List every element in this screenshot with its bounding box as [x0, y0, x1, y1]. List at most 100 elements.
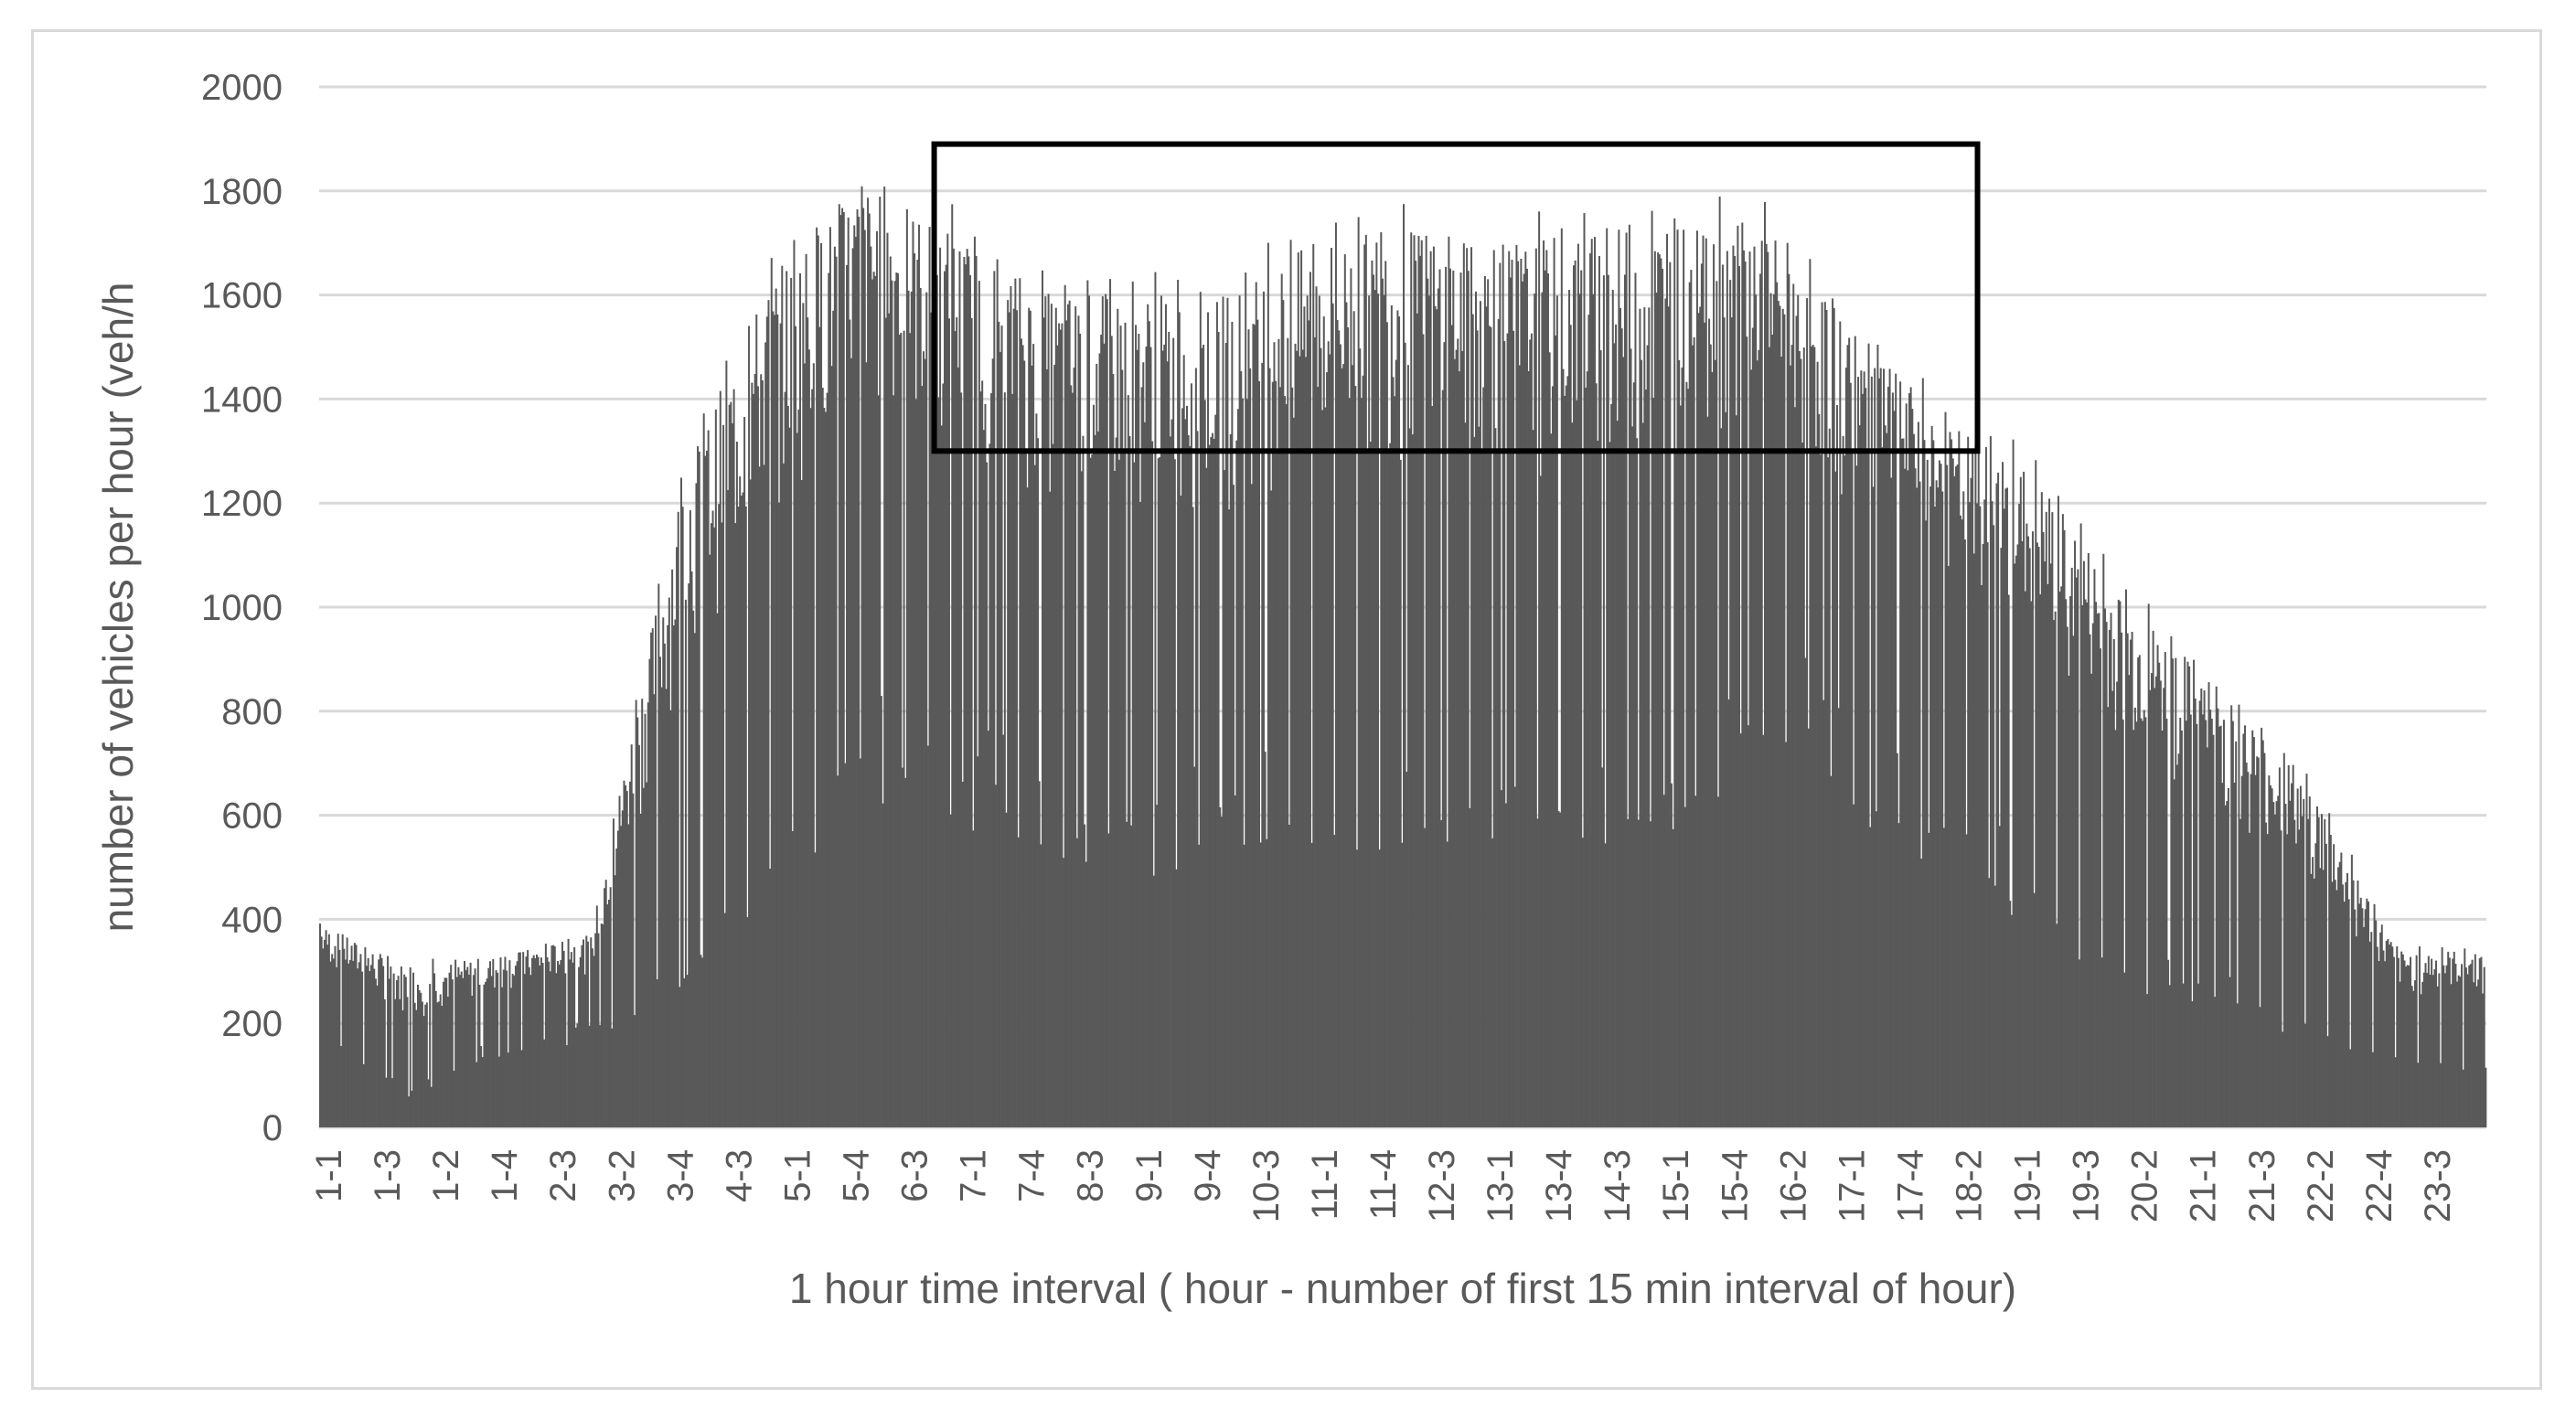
bar — [2116, 681, 2119, 1127]
bar — [564, 973, 567, 1127]
bar — [758, 466, 761, 1127]
bar — [549, 971, 551, 1127]
bar — [1545, 250, 1548, 1127]
x-tick-label: 1-3 — [368, 1149, 408, 1202]
bar — [1657, 252, 1660, 1127]
bar — [1602, 275, 1605, 1127]
bar — [627, 824, 630, 1127]
bar — [1160, 295, 1163, 1127]
bar — [779, 323, 782, 1127]
bar — [332, 958, 335, 1127]
bar — [1504, 803, 1507, 1127]
bar — [1725, 411, 1727, 1127]
bar — [2135, 721, 2138, 1127]
bar — [669, 710, 672, 1127]
bar — [1014, 278, 1017, 1127]
bar — [1797, 294, 1800, 1127]
bar — [425, 1002, 428, 1127]
bar — [880, 696, 882, 1127]
bar — [1559, 812, 1562, 1127]
x-tick-label: 2-3 — [543, 1149, 583, 1202]
bar — [1708, 318, 1711, 1127]
bar — [586, 941, 589, 1127]
bar — [1268, 368, 1271, 1127]
bar — [1478, 426, 1480, 1127]
bar — [1312, 243, 1315, 1127]
bar — [2206, 747, 2208, 1127]
bar — [957, 367, 959, 1127]
bar — [797, 409, 800, 1127]
bar — [1410, 232, 1413, 1127]
bar — [1982, 543, 1984, 1127]
bar — [2387, 939, 2389, 1127]
bar — [2079, 523, 2082, 1127]
bar — [2009, 901, 2012, 1127]
bar — [725, 360, 728, 1128]
bar — [1592, 294, 1595, 1127]
bar — [963, 256, 966, 1127]
bar — [935, 274, 938, 1127]
bar — [1115, 437, 1117, 1127]
bar — [2275, 801, 2278, 1127]
bar — [1172, 337, 1175, 1127]
bar — [719, 390, 721, 1128]
bar — [1399, 459, 1402, 1127]
bar — [1084, 824, 1086, 1127]
x-tick-label: 7-1 — [954, 1149, 994, 1202]
bar — [481, 1057, 484, 1127]
bar — [1809, 259, 1812, 1127]
bar — [599, 1025, 602, 1127]
bar — [2108, 629, 2111, 1127]
bar — [2457, 975, 2460, 1127]
bar — [1045, 368, 1048, 1127]
bar — [763, 464, 765, 1127]
bar — [1854, 336, 1856, 1127]
bar — [2418, 946, 2421, 1127]
bar — [1313, 336, 1316, 1127]
bar — [523, 974, 526, 1127]
bar — [2364, 909, 2367, 1127]
bar — [933, 302, 935, 1127]
bar — [432, 958, 434, 1127]
bar — [656, 979, 658, 1127]
bar — [1795, 315, 1798, 1127]
bar — [1788, 273, 1790, 1128]
bar — [1161, 350, 1164, 1127]
bar — [403, 974, 406, 1127]
bar — [388, 978, 390, 1127]
bar — [1459, 272, 1462, 1127]
bar — [837, 775, 839, 1127]
bar — [2363, 926, 2366, 1127]
bar — [2123, 972, 2126, 1127]
bar — [2133, 707, 2136, 1127]
bar — [743, 417, 746, 1127]
bar — [2417, 1062, 2420, 1127]
bar — [442, 981, 444, 1127]
bar — [1065, 320, 1068, 1127]
x-tick-label: 1-2 — [426, 1149, 466, 1202]
bar — [937, 397, 940, 1127]
bar — [502, 969, 505, 1127]
bar — [1411, 434, 1414, 1128]
bar — [2068, 675, 2070, 1127]
bar — [490, 976, 493, 1127]
bar — [2128, 675, 2131, 1127]
bar — [784, 391, 786, 1127]
bar — [2200, 689, 2203, 1127]
bar — [1908, 393, 1910, 1127]
bar — [1739, 733, 1742, 1127]
bar — [1296, 350, 1299, 1128]
bar — [2100, 648, 2102, 1127]
bar — [2091, 623, 2094, 1127]
bar — [919, 287, 922, 1127]
bar — [999, 351, 1001, 1127]
bar — [1555, 295, 1558, 1128]
bar — [679, 987, 681, 1127]
bar — [2391, 946, 2394, 1127]
bar — [2119, 601, 2122, 1127]
bar — [2358, 903, 2361, 1127]
bar — [1276, 452, 1278, 1127]
bar — [1464, 422, 1467, 1127]
traffic-volume-chart: 0 200 400 600 800 1000 1200 1400 1600 1800 2000 1-… — [94, 68, 2487, 1312]
bar — [714, 409, 717, 1127]
